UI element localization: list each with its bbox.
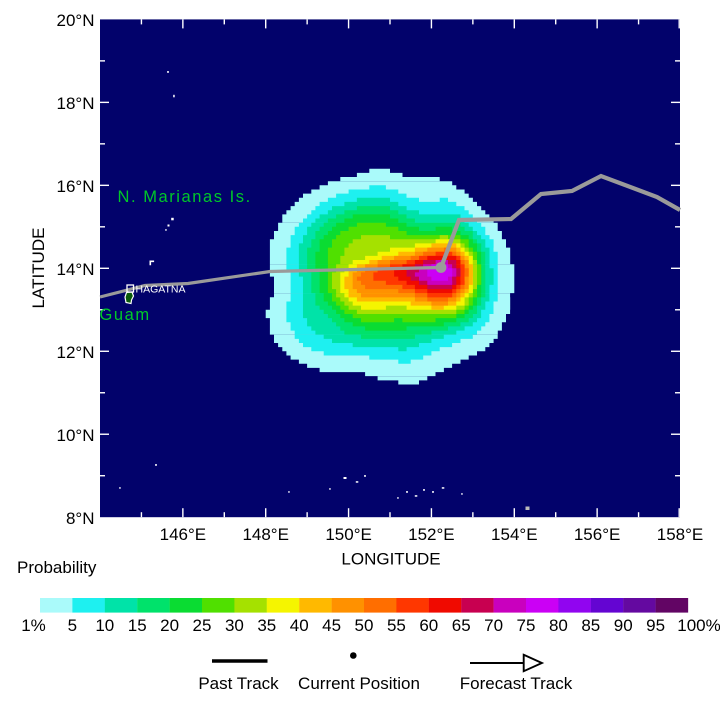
svg-text:20: 20 [160, 616, 179, 635]
svg-text:152°E: 152°E [408, 525, 455, 544]
svg-text:Current Position: Current Position [298, 674, 420, 693]
svg-text:LONGITUDE: LONGITUDE [341, 550, 440, 569]
svg-text:50: 50 [355, 616, 374, 635]
svg-text:14°N: 14°N [57, 260, 95, 279]
svg-text:55: 55 [387, 616, 406, 635]
svg-text:HAGATNA: HAGATNA [136, 284, 186, 296]
svg-text:85: 85 [581, 616, 600, 635]
svg-text:146°E: 146°E [160, 525, 207, 544]
svg-text:1%: 1% [21, 616, 46, 635]
svg-text:150°E: 150°E [325, 525, 372, 544]
svg-text:Past Track: Past Track [198, 674, 279, 693]
svg-text:156°E: 156°E [574, 525, 621, 544]
svg-text:20°N: 20°N [57, 11, 95, 30]
svg-text:65: 65 [452, 616, 471, 635]
svg-text:15: 15 [128, 616, 147, 635]
svg-text:Guam: Guam [100, 306, 151, 324]
svg-text:10: 10 [95, 616, 114, 635]
svg-text:LATITUDE: LATITUDE [29, 228, 48, 309]
svg-text:148°E: 148°E [242, 525, 289, 544]
svg-text:154°E: 154°E [491, 525, 538, 544]
svg-text:80: 80 [549, 616, 568, 635]
svg-text:16°N: 16°N [57, 177, 95, 196]
svg-text:60: 60 [419, 616, 438, 635]
svg-text:95: 95 [646, 616, 665, 635]
svg-text:12°N: 12°N [57, 343, 95, 362]
svg-text:25: 25 [193, 616, 212, 635]
svg-text:Forecast Track: Forecast Track [460, 674, 573, 693]
svg-text:N. Marianas Is.: N. Marianas Is. [118, 188, 252, 206]
svg-text:45: 45 [322, 616, 341, 635]
svg-text:5: 5 [68, 616, 77, 635]
svg-text:8°N: 8°N [66, 509, 95, 528]
svg-text:35: 35 [257, 616, 276, 635]
svg-text:40: 40 [290, 616, 309, 635]
svg-text:18°N: 18°N [57, 94, 95, 113]
svg-text:10°N: 10°N [57, 426, 95, 445]
svg-text:70: 70 [484, 616, 503, 635]
svg-text:158°E: 158°E [657, 525, 704, 544]
svg-text:Probability: Probability [17, 558, 97, 577]
svg-text:30: 30 [225, 616, 244, 635]
svg-text:75: 75 [517, 616, 536, 635]
svg-text:100%: 100% [677, 616, 720, 635]
svg-text:90: 90 [614, 616, 633, 635]
